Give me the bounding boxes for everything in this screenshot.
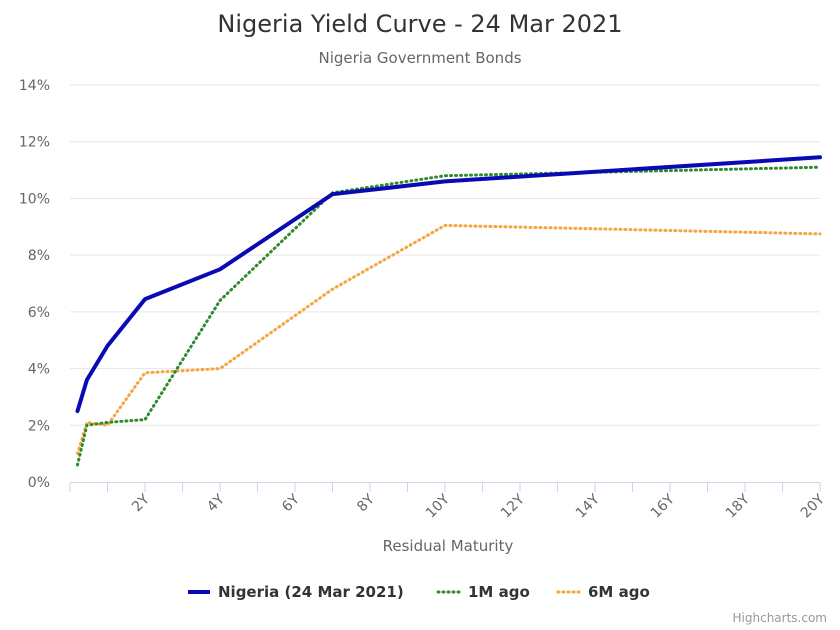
plot-area — [75, 155, 822, 467]
x-tick-label: 8Y — [354, 491, 378, 515]
y-tick-label: 0% — [28, 475, 50, 491]
grid — [70, 84, 820, 426]
x-tick-label: 14Y — [573, 491, 603, 521]
legend-label: 6M ago — [588, 583, 650, 601]
chart-subtitle: Nigeria Government Bonds — [318, 49, 521, 67]
y-tick-label: 4% — [28, 362, 50, 378]
x-tick-label: 18Y — [723, 491, 753, 521]
x-axis-title: Residual Maturity — [383, 537, 514, 555]
y-tick-label: 12% — [19, 135, 50, 151]
legend-item[interactable]: 6M ago — [556, 583, 650, 601]
x-tick-label: 6Y — [279, 491, 303, 515]
legend: Nigeria (24 Mar 2021) 1M ago 6M ago — [188, 583, 650, 601]
y-tick-label: 10% — [19, 191, 50, 207]
legend-item[interactable]: Nigeria (24 Mar 2021) — [188, 583, 404, 601]
x-tick-label: 4Y — [204, 491, 228, 515]
x-axis-labels: 2Y 4Y 6Y 8Y 10Y 12Y 14Y 16Y 18Y 20Y — [129, 491, 828, 521]
y-tick-label: 14% — [19, 78, 50, 94]
series-line[interactable] — [76, 165, 822, 467]
y-tick-label: 8% — [28, 248, 50, 264]
legend-label: Nigeria (24 Mar 2021) — [218, 583, 404, 601]
series-line[interactable] — [75, 155, 822, 414]
legend-item[interactable]: 1M ago — [436, 583, 530, 601]
y-axis-labels: 0% 2% 4% 6% 8% 10% 12% 14% — [19, 78, 50, 491]
x-tick-label: 16Y — [648, 491, 678, 521]
x-axis — [69, 482, 821, 492]
x-tick-label: 12Y — [498, 491, 528, 521]
chart-title: Nigeria Yield Curve - 24 Mar 2021 — [217, 10, 622, 38]
y-tick-label: 6% — [28, 305, 50, 321]
x-tick-label: 10Y — [423, 491, 453, 521]
y-tick-label: 2% — [28, 418, 50, 434]
legend-label: 1M ago — [468, 583, 530, 601]
x-tick-label: 20Y — [798, 491, 828, 521]
x-tick-label: 2Y — [129, 491, 153, 515]
series-line[interactable] — [76, 223, 822, 456]
credits[interactable]: Highcharts.com — [733, 611, 827, 625]
